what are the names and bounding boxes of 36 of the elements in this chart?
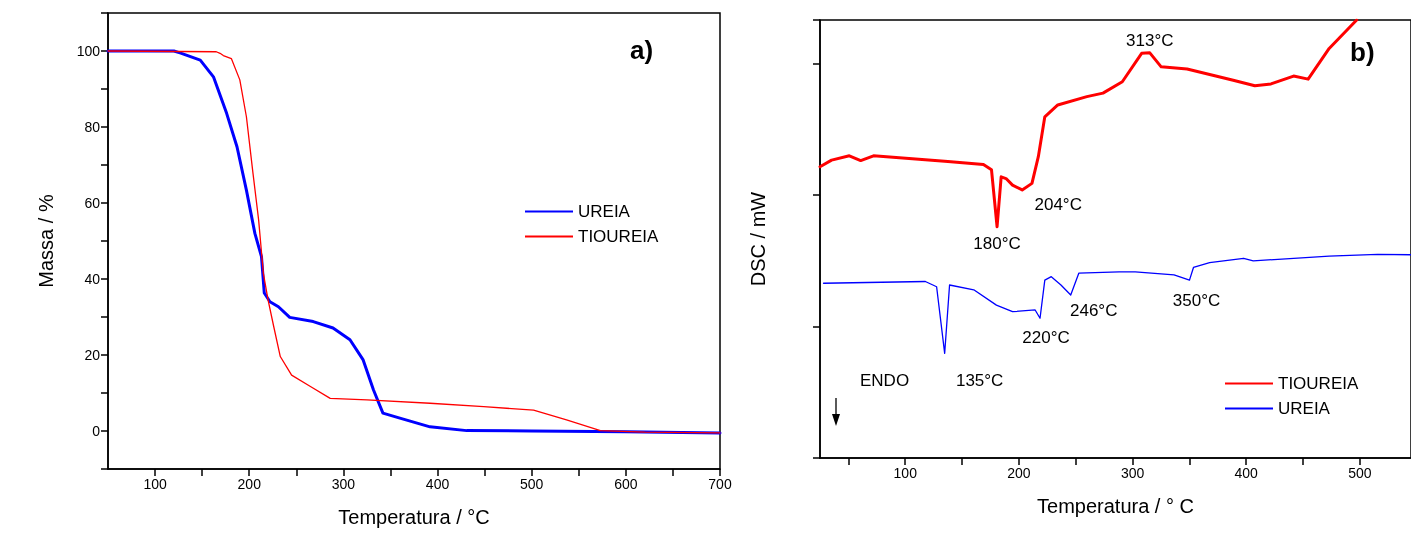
x-tick-label: 200 (1007, 465, 1031, 481)
x-tick-label: 400 (425, 476, 450, 492)
y-axis-title: Massa / % (35, 194, 57, 288)
y-tick-label: 40 (84, 271, 101, 287)
y-tick-label: 100 (76, 43, 101, 59)
annotation: 246°C (1069, 300, 1118, 320)
x-tick-label: 400 (1234, 465, 1259, 481)
annotation: 350°C (1172, 290, 1221, 310)
legend-label: TIOUREIA (578, 227, 659, 246)
x-tick-label: 100 (143, 476, 167, 492)
x-tick-label: 600 (614, 476, 638, 492)
x-tick-label: 300 (331, 476, 356, 492)
x-tick-label: 200 (237, 476, 262, 492)
y-axis-title: DSC / mW (747, 191, 769, 287)
annotation: b) (1350, 37, 1375, 67)
annotation: 180°C (973, 234, 1021, 254)
annotation: ENDO (860, 370, 910, 390)
x-tick-label: 700 (708, 476, 732, 492)
annotation: a) (630, 35, 654, 65)
x-axis-title: Temperatura / °C (338, 506, 490, 528)
x-tick-label: 500 (1348, 465, 1372, 481)
y-tick-label: 60 (84, 195, 101, 211)
annotation: 313°C (1126, 31, 1174, 51)
y-tick-label: 0 (92, 423, 101, 439)
annotation: 135°C (955, 370, 1004, 390)
annotation: 220°C (1022, 327, 1070, 347)
x-tick-label: 500 (520, 476, 544, 492)
y-tick-label: 20 (84, 347, 101, 363)
x-tick-label: 100 (893, 465, 918, 481)
y-tick-label: 80 (84, 119, 101, 135)
x-tick-label: 300 (1120, 465, 1145, 481)
x-axis-title: Temperatura / ° C (1037, 495, 1194, 517)
legend-label: TIOUREIA (1278, 374, 1359, 393)
legend-label: UREIA (578, 202, 631, 221)
legend-label: UREIA (1278, 399, 1331, 418)
annotation: 204°C (1034, 195, 1082, 215)
